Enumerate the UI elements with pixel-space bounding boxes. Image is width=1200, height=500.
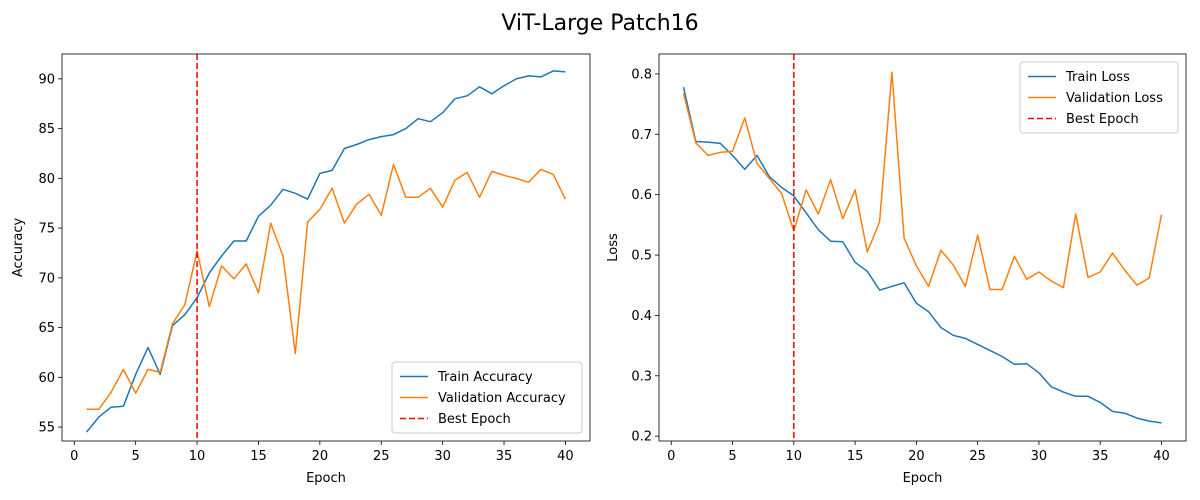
x-tick-label: 15 <box>847 449 864 464</box>
y-tick-label: 0.4 <box>631 309 652 324</box>
series-line-1 <box>682 71 1163 291</box>
x-tick-label: 20 <box>312 449 329 464</box>
series-line-0 <box>682 87 1162 424</box>
y-tick-label: 55 <box>38 421 55 436</box>
x-tick-label: 40 <box>1153 449 1170 464</box>
y-tick-label: 0.2 <box>631 430 652 445</box>
x-tick-label: 5 <box>132 449 140 464</box>
legend-label: Train Accuracy <box>437 370 533 385</box>
plot-frame <box>658 53 1187 442</box>
x-axis-label: Epoch <box>903 471 943 486</box>
x-tick-label: 10 <box>786 449 803 464</box>
x-tick-label: 0 <box>667 449 675 464</box>
y-tick-label: 90 <box>38 72 55 87</box>
x-tick-label: 40 <box>557 449 574 464</box>
x-tick-label: 25 <box>969 449 986 464</box>
legend-label: Validation Accuracy <box>438 391 566 406</box>
x-tick-label: 35 <box>1092 449 1109 464</box>
loss-chart: 0 5 10 15 20 25 30 35 40 0.2 0.3 0.4 0.5 0.6 0.7 0.8 Epo… <box>606 53 1187 486</box>
y-tick-label: 65 <box>38 321 55 336</box>
x-tick-label: 5 <box>728 449 736 464</box>
series-line-1 <box>86 163 567 410</box>
y-tick-label: 85 <box>38 122 55 137</box>
x-tick-label: 25 <box>373 449 390 464</box>
y-tick-label: 75 <box>38 222 55 237</box>
x-tick-label: 20 <box>908 449 925 464</box>
accuracy-chart: 0 5 10 15 20 25 30 35 40 55 60 65 70 75 80 85 90 Epoch Acc… <box>11 53 591 486</box>
x-tick-label: 35 <box>496 449 513 464</box>
x-tick-label: 15 <box>250 449 267 464</box>
y-tick-label: 0.8 <box>631 67 652 82</box>
y-tick-label: 0.7 <box>631 128 652 143</box>
figure-title: ViT-Large Patch16 <box>501 11 698 36</box>
plot-frame <box>61 53 591 442</box>
y-tick-label: 70 <box>38 271 55 286</box>
legend-box <box>391 361 583 434</box>
legend-label: Validation Loss <box>1066 91 1163 106</box>
y-tick-label: 80 <box>38 172 55 187</box>
legend-label: Best Epoch <box>1066 112 1139 127</box>
y-axis-label: Accuracy <box>11 218 26 278</box>
x-axis-label: Epoch <box>306 471 346 486</box>
y-tick-label: 0.3 <box>631 369 652 384</box>
y-tick-label: 0.6 <box>631 188 652 203</box>
x-tick-label: 0 <box>70 449 78 464</box>
legend-box <box>1019 61 1179 134</box>
y-tick-label: 0.5 <box>631 249 652 264</box>
y-axis-label: Loss <box>606 233 621 262</box>
legend: Train Loss Validation Loss Best Epoch <box>1019 61 1179 134</box>
x-tick-label: 10 <box>189 449 206 464</box>
x-tick-label: 30 <box>434 449 451 464</box>
legend: Train Accuracy Validation Accuracy Best Ep… <box>391 361 583 434</box>
legend-label: Train Loss <box>1065 70 1130 85</box>
x-tick-label: 30 <box>1031 449 1048 464</box>
legend-label: Best Epoch <box>438 412 511 427</box>
y-tick-label: 60 <box>38 371 55 386</box>
